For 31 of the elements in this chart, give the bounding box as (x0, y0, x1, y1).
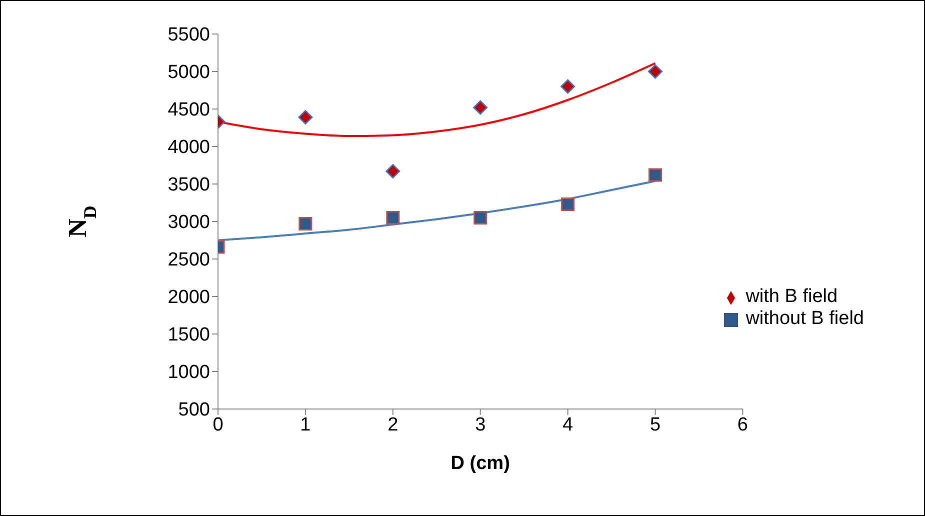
x-axis-title: D (cm) (450, 453, 510, 474)
x-tick-label: 1 (300, 414, 311, 436)
y-tick-label: 2500 (168, 250, 210, 271)
point (298, 110, 313, 124)
y-tick-label: 5500 (168, 24, 210, 46)
point (473, 100, 488, 115)
y-tick-label: 3500 (168, 174, 210, 196)
legend-label: with B field (746, 286, 838, 307)
y-tick-label: 500 (178, 400, 210, 421)
legend-label: without B field (746, 308, 864, 329)
point (474, 211, 488, 224)
y-tick-label: 3000 (168, 212, 210, 234)
point (298, 217, 312, 230)
y-tick-label: 1500 (168, 324, 210, 346)
x-tick-label: 6 (737, 414, 748, 436)
x-tick-label: 4 (562, 414, 574, 436)
point (648, 168, 662, 182)
point (386, 164, 400, 178)
y-tick-label: 4500 (168, 100, 210, 121)
x-tick-label: 0 (212, 414, 224, 436)
point (648, 64, 663, 79)
point (560, 79, 576, 94)
x-tick-label: 2 (388, 414, 398, 436)
y-tick-label: 1000 (168, 362, 210, 384)
point (386, 211, 400, 224)
y-tick-label: 4000 (168, 137, 210, 158)
y-tick-label: 5000 (168, 62, 210, 84)
x-tick-label: 5 (650, 414, 661, 436)
point (561, 198, 575, 211)
y-tick-label: 2000 (168, 287, 210, 308)
x-tick-label: 3 (475, 414, 486, 436)
